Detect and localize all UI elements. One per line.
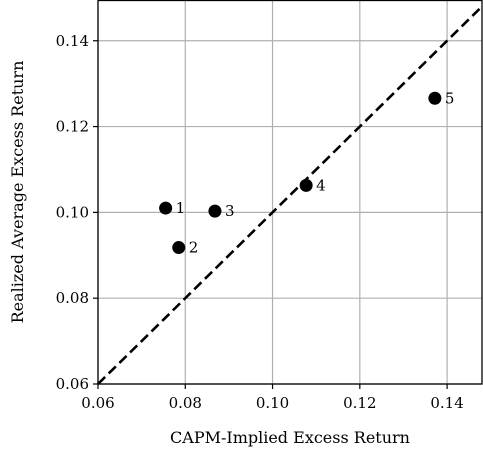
- data-point: [299, 178, 313, 192]
- point-label: 1: [176, 199, 186, 217]
- y-tick-label: 0.12: [56, 118, 89, 136]
- y-tick-label: 0.10: [56, 203, 89, 221]
- reference-line: [97, 5, 483, 385]
- point-label: 4: [316, 176, 326, 194]
- x-axis-label: CAPM-Implied Excess Return: [170, 428, 410, 447]
- reference-line-group: [97, 5, 483, 385]
- point-label: 3: [225, 202, 235, 220]
- point-label: 5: [445, 89, 455, 107]
- x-tick-label: 0.12: [343, 394, 376, 412]
- points-group: 1 2 3 4 5: [159, 89, 455, 257]
- x-tick-label: 0.14: [430, 394, 463, 412]
- x-tick-label: 0.06: [81, 394, 114, 412]
- data-point: [159, 201, 173, 215]
- y-axis: 0.06 0.08 0.10 0.12 0.14: [56, 32, 98, 393]
- x-tick-label: 0.10: [256, 394, 289, 412]
- plot-frame: [97, 0, 483, 385]
- y-tick-label: 0.14: [56, 32, 89, 50]
- data-point: [172, 241, 186, 255]
- plot-border: [97, 0, 483, 385]
- x-axis: 0.06 0.08 0.10 0.12 0.14: [81, 384, 464, 412]
- y-axis-label: Realized Average Excess Return: [8, 61, 27, 324]
- y-tick-label: 0.08: [56, 289, 89, 307]
- x-tick-label: 0.08: [169, 394, 202, 412]
- y-tick-label: 0.06: [56, 375, 89, 393]
- data-point: [428, 91, 442, 105]
- data-point: [208, 204, 222, 218]
- point-label: 2: [189, 239, 199, 257]
